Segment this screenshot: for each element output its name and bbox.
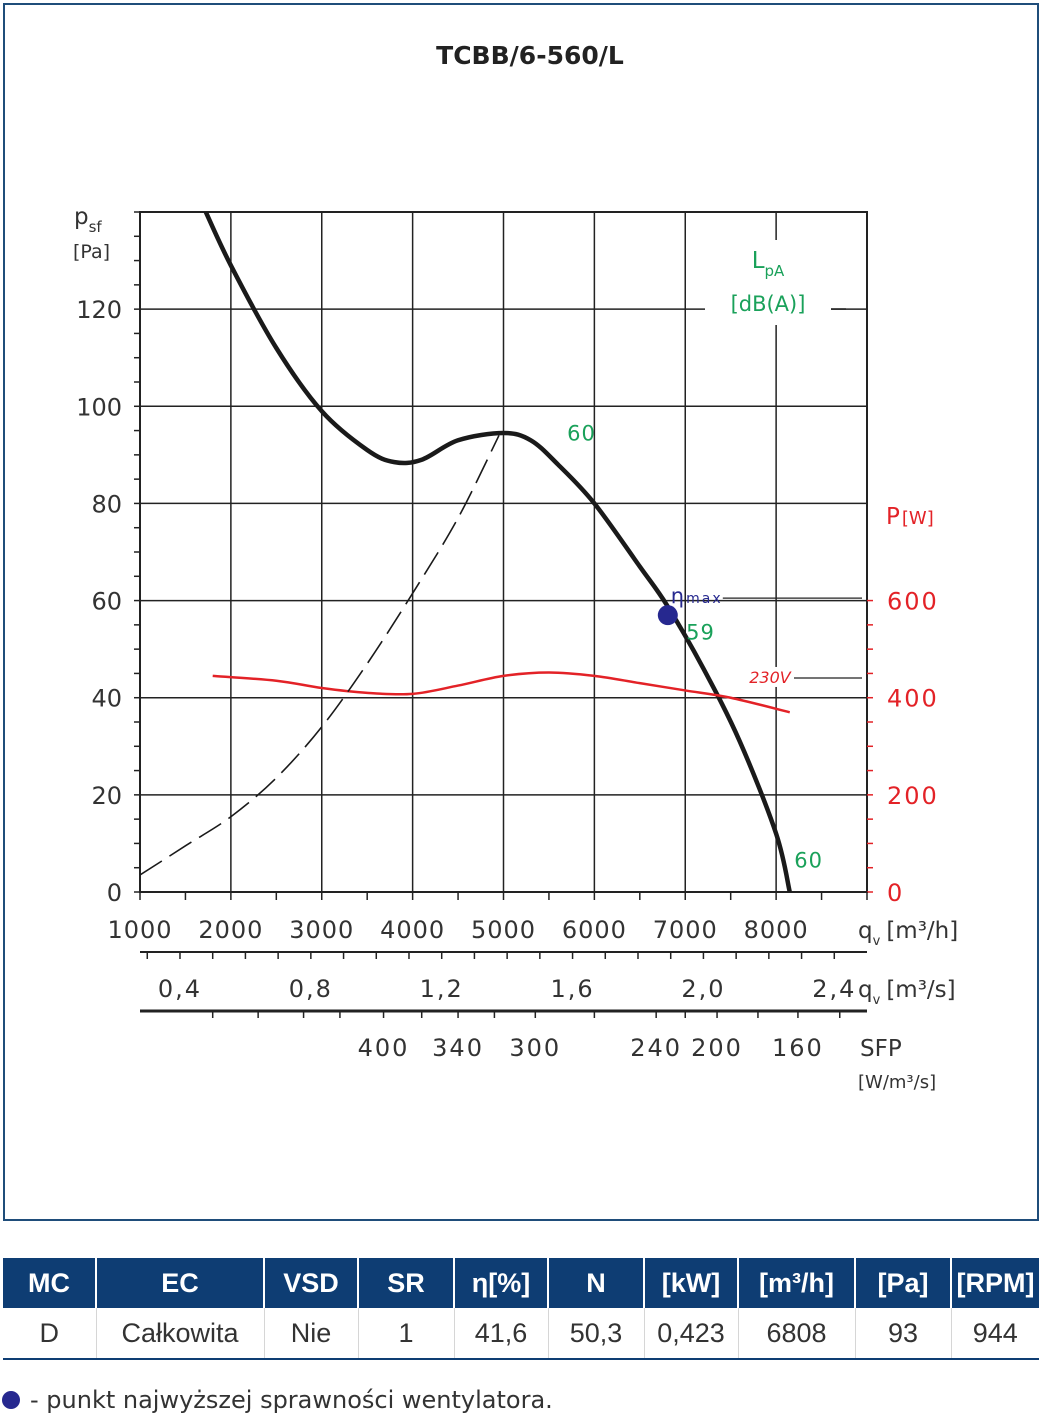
x-tick-label: 4000 xyxy=(380,916,445,944)
power-tick-label: 200 xyxy=(887,782,939,810)
header-n: N xyxy=(547,1258,644,1308)
x2-tick-label: 0,4 xyxy=(158,975,202,1003)
x2-tick-label: 2,4 xyxy=(812,975,856,1003)
power-tick-label: 600 xyxy=(887,588,939,616)
power-label-bg xyxy=(748,666,794,687)
y-tick-label: 100 xyxy=(76,393,122,421)
sfp-axis-label: SFP xyxy=(860,1036,902,1062)
x-tick-label: 8000 xyxy=(744,916,809,944)
header-pa: [Pa] xyxy=(854,1258,951,1308)
header-rpm: [RPM] xyxy=(950,1258,1039,1308)
footnote-text: - punkt najwyższej sprawności wentylator… xyxy=(30,1386,553,1414)
header-sr: SR xyxy=(357,1258,454,1308)
header-flow: [m³/h] xyxy=(737,1258,855,1308)
footnote: - punkt najwyższej sprawności wentylator… xyxy=(2,1386,553,1414)
power-axis-label: P [W] xyxy=(886,504,934,530)
x-axis-label: qv [m³/h] xyxy=(858,918,958,949)
header-kw: [kW] xyxy=(643,1258,738,1308)
x2-tick-label: 0,8 xyxy=(289,975,333,1003)
chart-title: TCBB/6-560/L xyxy=(436,41,624,70)
header-vsd: VSD xyxy=(263,1258,358,1308)
sound-level-label: 60 xyxy=(794,849,823,873)
sfp-tick-label: 200 xyxy=(691,1034,743,1062)
header-ec: EC xyxy=(95,1258,264,1308)
grid xyxy=(139,211,868,893)
x-tick-label: 2000 xyxy=(198,916,263,944)
power-series-label: 230V xyxy=(749,668,792,687)
spec-row: D Całkowita Nie 1 41,6 50,3 0,423 6808 9… xyxy=(3,1308,1039,1360)
sound-level-label: 60 xyxy=(567,421,596,445)
y-tick-label: 40 xyxy=(91,685,122,713)
cell-kw: 0,423 xyxy=(643,1308,738,1360)
sound-level-label: 59 xyxy=(686,620,715,644)
cell-flow: 6808 xyxy=(737,1308,855,1360)
eta-max-dot-icon xyxy=(2,1391,20,1409)
series-line-power xyxy=(212,671,791,714)
series-line-system xyxy=(140,435,500,876)
sfp-axis-unit: [W/m³/s] xyxy=(858,1072,936,1093)
x-tick-label: 1000 xyxy=(107,916,172,944)
cell-pa: 93 xyxy=(854,1308,951,1360)
y-axis-label: psf xyxy=(74,204,102,236)
sfp-tick-label: 300 xyxy=(509,1034,561,1062)
power-tick-label: 0 xyxy=(887,879,904,907)
x-tick-label: 3000 xyxy=(289,916,354,944)
eta-max-label: η max xyxy=(671,584,723,608)
cell-vsd: Nie xyxy=(263,1308,358,1360)
fan-performance-chart: TCBB/6-560/L psf [Pa] P [W] LpA [dB(A)] 0… xyxy=(73,41,958,1093)
y-tick-label: 120 xyxy=(76,296,122,324)
header-eta: η[%] xyxy=(453,1258,548,1308)
x-tick-label: 6000 xyxy=(562,916,627,944)
power-tick-label: 400 xyxy=(887,685,939,713)
spec-header-row: MC EC VSD SR η[%] N [kW] [m³/h] [Pa] [RP… xyxy=(3,1258,1039,1308)
cell-ec: Całkowita xyxy=(95,1308,264,1360)
x-tick-label: 7000 xyxy=(653,916,718,944)
chart-frame xyxy=(3,3,1039,1221)
spec-table: MC EC VSD SR η[%] N [kW] [m³/h] [Pa] [RP… xyxy=(3,1258,1039,1360)
cell-sr: 1 xyxy=(357,1308,454,1360)
sfp-tick-label: 240 xyxy=(630,1034,682,1062)
x2-tick-label: 1,2 xyxy=(420,975,464,1003)
y-tick-label: 60 xyxy=(91,588,122,616)
sfp-tick-label: 400 xyxy=(358,1034,410,1062)
y-tick-label: 0 xyxy=(107,879,122,907)
lpa-label-bg xyxy=(705,240,831,325)
y-tick-label: 20 xyxy=(91,782,122,810)
axis-ticks: 0 20 40 60 80 100 120 0 200 400 600 1000 2000 3000 400… xyxy=(76,211,939,1062)
cell-n: 50,3 xyxy=(547,1308,644,1360)
annotations: 60 59 60 η max xyxy=(567,421,862,873)
eta-max-point xyxy=(657,605,678,626)
cell-eta: 41,6 xyxy=(453,1308,548,1360)
series-line-pressure xyxy=(203,212,792,892)
sfp-tick-label: 160 xyxy=(772,1034,824,1062)
header-mc: MC xyxy=(3,1258,96,1308)
x2-tick-label: 1,6 xyxy=(550,975,594,1003)
y-tick-label: 80 xyxy=(91,490,122,518)
series-group: 230V xyxy=(140,212,862,892)
x2-axis-label: qv [m³/s] xyxy=(858,977,956,1008)
sfp-tick-label: 340 xyxy=(432,1034,484,1062)
cell-mc: D xyxy=(3,1308,96,1360)
x-tick-label: 5000 xyxy=(471,916,536,944)
lpa-label: LpA xyxy=(752,248,785,280)
y-axis-unit: [Pa] xyxy=(73,241,110,263)
lpa-unit: [dB(A)] xyxy=(731,292,806,316)
cell-rpm: 944 xyxy=(950,1308,1039,1360)
x2-tick-label: 2,0 xyxy=(681,975,725,1003)
